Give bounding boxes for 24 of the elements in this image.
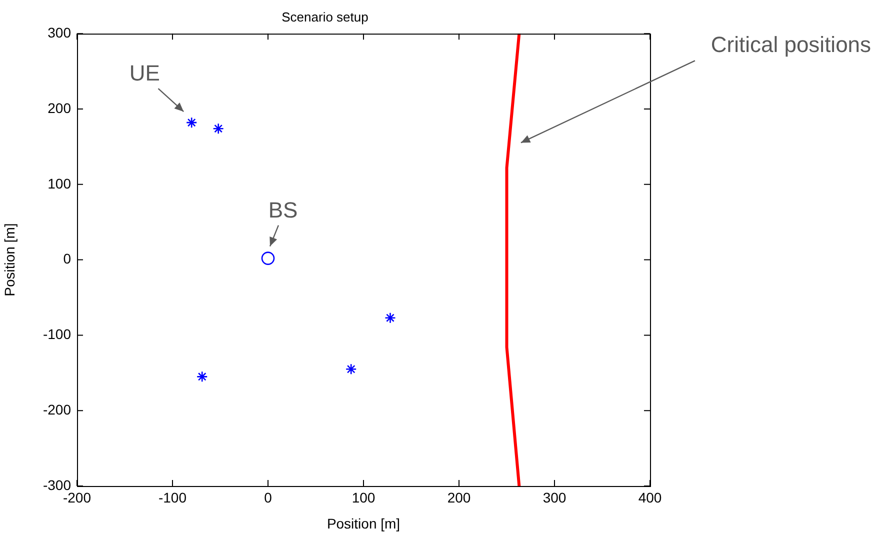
annotation: UE: [129, 60, 160, 86]
y-tick-label: 300: [48, 24, 72, 40]
annotation: BS: [268, 197, 298, 222]
x-tick-label: 0: [264, 489, 272, 506]
chart-title: Scenario setup: [282, 9, 368, 24]
x-tick-label: 200: [447, 489, 471, 506]
x-tick-label: 300: [542, 489, 566, 506]
x-axis-title: Position [m]: [326, 515, 400, 532]
y-tick-label: -200: [42, 401, 72, 418]
x-tick-label: 100: [352, 489, 376, 506]
y-tick-label: 200: [48, 100, 72, 116]
x-tick-label: 400: [638, 489, 662, 506]
y-tick-label: 0: [63, 250, 72, 267]
point: [261, 252, 275, 265]
y-axis-title: Position [m]: [1, 223, 18, 296]
point: [196, 371, 208, 382]
point: [384, 312, 396, 324]
point: [212, 122, 224, 134]
y-tick-label: -100: [42, 326, 72, 342]
point: [345, 363, 357, 375]
y-tick-label: 100: [48, 175, 72, 192]
point: [186, 116, 198, 128]
text: Critical positions: [710, 32, 872, 57]
x-tick-label: -100: [158, 489, 187, 506]
